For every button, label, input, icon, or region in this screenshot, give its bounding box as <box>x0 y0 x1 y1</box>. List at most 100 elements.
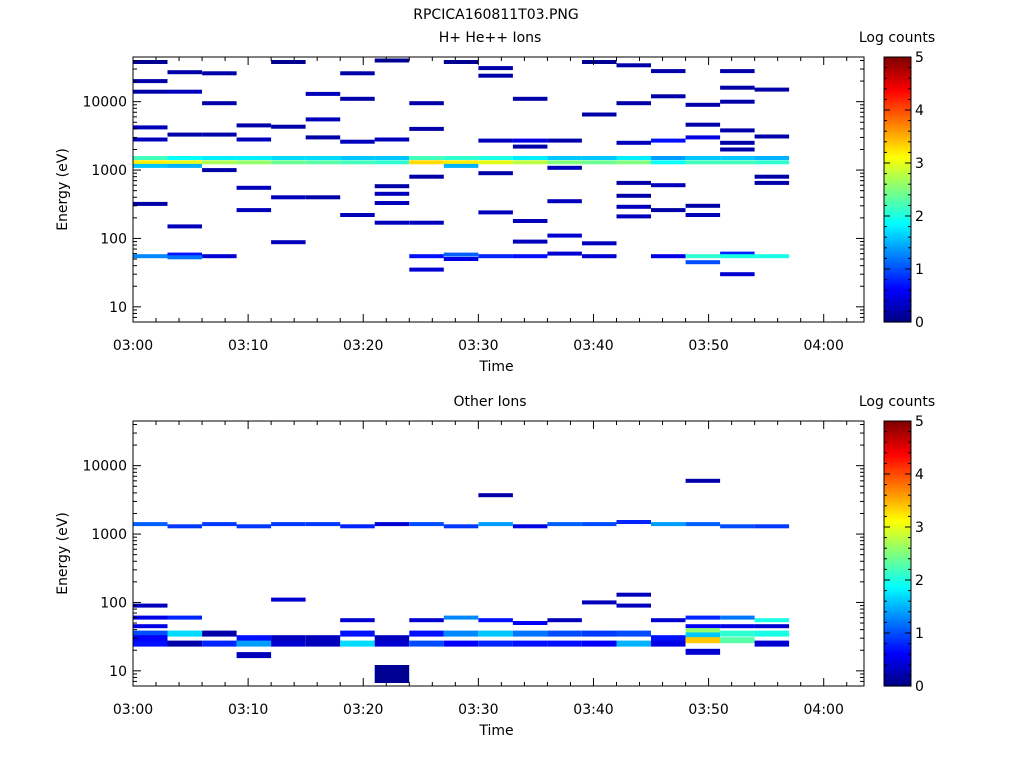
colorbar-segment <box>884 167 911 171</box>
colorbar-segment <box>884 140 911 144</box>
heatmap-cell <box>167 524 202 529</box>
colorbar-segment <box>884 577 911 581</box>
colorbar-segment <box>884 443 911 446</box>
heatmap-cell <box>616 603 651 608</box>
heatmap-cell <box>754 640 790 647</box>
colorbar-segment <box>884 271 911 275</box>
colorbar-segment <box>884 531 911 535</box>
x-axis-label: Time <box>478 359 513 375</box>
colorbar-segment <box>884 566 911 570</box>
heatmap-cells <box>133 478 790 683</box>
colorbar-segment <box>884 114 911 118</box>
heatmap-cell <box>133 640 168 647</box>
colorbar-segment <box>884 317 911 321</box>
colorbar-segment <box>884 467 911 471</box>
heatmap-cell <box>409 640 444 647</box>
heatmap-cell <box>685 648 721 655</box>
colorbar-tick-label: 3 <box>915 520 924 536</box>
heatmap-cell <box>582 112 617 117</box>
colorbar-segment <box>884 588 911 592</box>
colorbar-segment <box>884 438 911 442</box>
heatmap-cell <box>374 191 410 196</box>
colorbar-segment <box>884 151 911 155</box>
heatmap-cell <box>547 156 582 160</box>
heatmap-cell <box>271 597 306 602</box>
heatmap-cell <box>202 160 237 165</box>
heatmap-cell <box>374 640 410 647</box>
y-tick-label: 10 <box>109 300 127 316</box>
heatmap-cell <box>340 139 375 144</box>
heatmap-cell <box>754 160 790 165</box>
heatmap-cell <box>616 592 651 597</box>
colorbar-segment <box>884 306 911 310</box>
colorbar-segment <box>884 619 911 623</box>
heatmap-cell <box>582 60 617 64</box>
colorbar-segment <box>884 200 911 204</box>
heatmap-cell <box>443 615 479 620</box>
colorbar-segment <box>884 70 911 74</box>
colorbar-segment <box>884 125 911 129</box>
heatmap-cell <box>167 156 202 160</box>
heatmap-cell <box>409 618 444 623</box>
colorbar-segment <box>884 81 911 85</box>
colorbar-segment <box>884 123 911 127</box>
x-tick-label: 03:10 <box>228 702 268 718</box>
colorbar-segment <box>884 158 911 162</box>
heatmap-cell <box>167 615 202 620</box>
colorbar-segment <box>884 679 911 683</box>
colorbar-segment <box>884 255 911 259</box>
colorbar-segment <box>884 425 911 429</box>
x-tick-label: 04:00 <box>804 702 844 718</box>
heatmap-cell <box>754 156 790 160</box>
panel-h-he-ions: H+ He++ Ions Log counts10100100010000Ener… <box>55 30 935 375</box>
heatmap-cell <box>547 199 582 204</box>
colorbar-segment <box>884 288 911 292</box>
colorbar-segment <box>884 293 911 297</box>
heatmap-cell <box>547 160 582 165</box>
colorbar-segment <box>884 493 911 497</box>
heatmap-cell <box>720 85 755 90</box>
heatmap-cell <box>651 522 686 527</box>
heatmap-cell <box>478 171 513 176</box>
colorbar-segment <box>884 498 911 502</box>
colorbar-segment <box>884 496 911 499</box>
heatmap-cell <box>754 524 790 529</box>
colorbar-segment <box>884 231 911 235</box>
colorbar-segment <box>884 191 911 195</box>
heatmap-cell <box>685 156 721 160</box>
heatmap-cell <box>443 630 479 637</box>
heatmap-cell <box>720 160 755 165</box>
heatmap-cell <box>685 632 721 639</box>
heatmap-cell <box>512 156 548 160</box>
y-tick-label: 10000 <box>82 95 127 111</box>
colorbar-segment <box>884 224 911 228</box>
heatmap-cell <box>236 156 272 160</box>
colorbar-segment <box>884 233 911 237</box>
colorbar-segment <box>884 76 911 80</box>
colorbar-segment <box>884 540 911 544</box>
colorbar-segment <box>884 666 911 669</box>
colorbar-segment <box>884 553 911 557</box>
colorbar-segment <box>884 462 911 466</box>
colorbar-segment <box>884 101 911 104</box>
colorbar-segment <box>884 447 911 451</box>
heatmap-cell <box>443 252 479 257</box>
heatmap-cell <box>720 630 755 637</box>
heatmap-cell <box>374 220 410 225</box>
heatmap-cell <box>271 60 306 64</box>
heatmap-cell <box>651 160 686 165</box>
colorbar-segment <box>884 511 911 515</box>
colorbar-segment <box>884 613 911 616</box>
colorbar-segment <box>884 610 911 614</box>
colorbar-segment <box>884 513 911 517</box>
heatmap-cell <box>685 260 721 265</box>
heatmap-cell <box>409 160 444 165</box>
y-tick-label: 100 <box>100 595 127 611</box>
colorbar-segment <box>884 96 911 100</box>
colorbar-segment <box>884 650 911 654</box>
colorbar-segment <box>884 235 911 239</box>
heatmap-cell <box>478 66 513 71</box>
colorbar-segment <box>884 275 911 279</box>
heatmap-cell <box>616 630 651 637</box>
heatmap-cell <box>409 267 444 272</box>
